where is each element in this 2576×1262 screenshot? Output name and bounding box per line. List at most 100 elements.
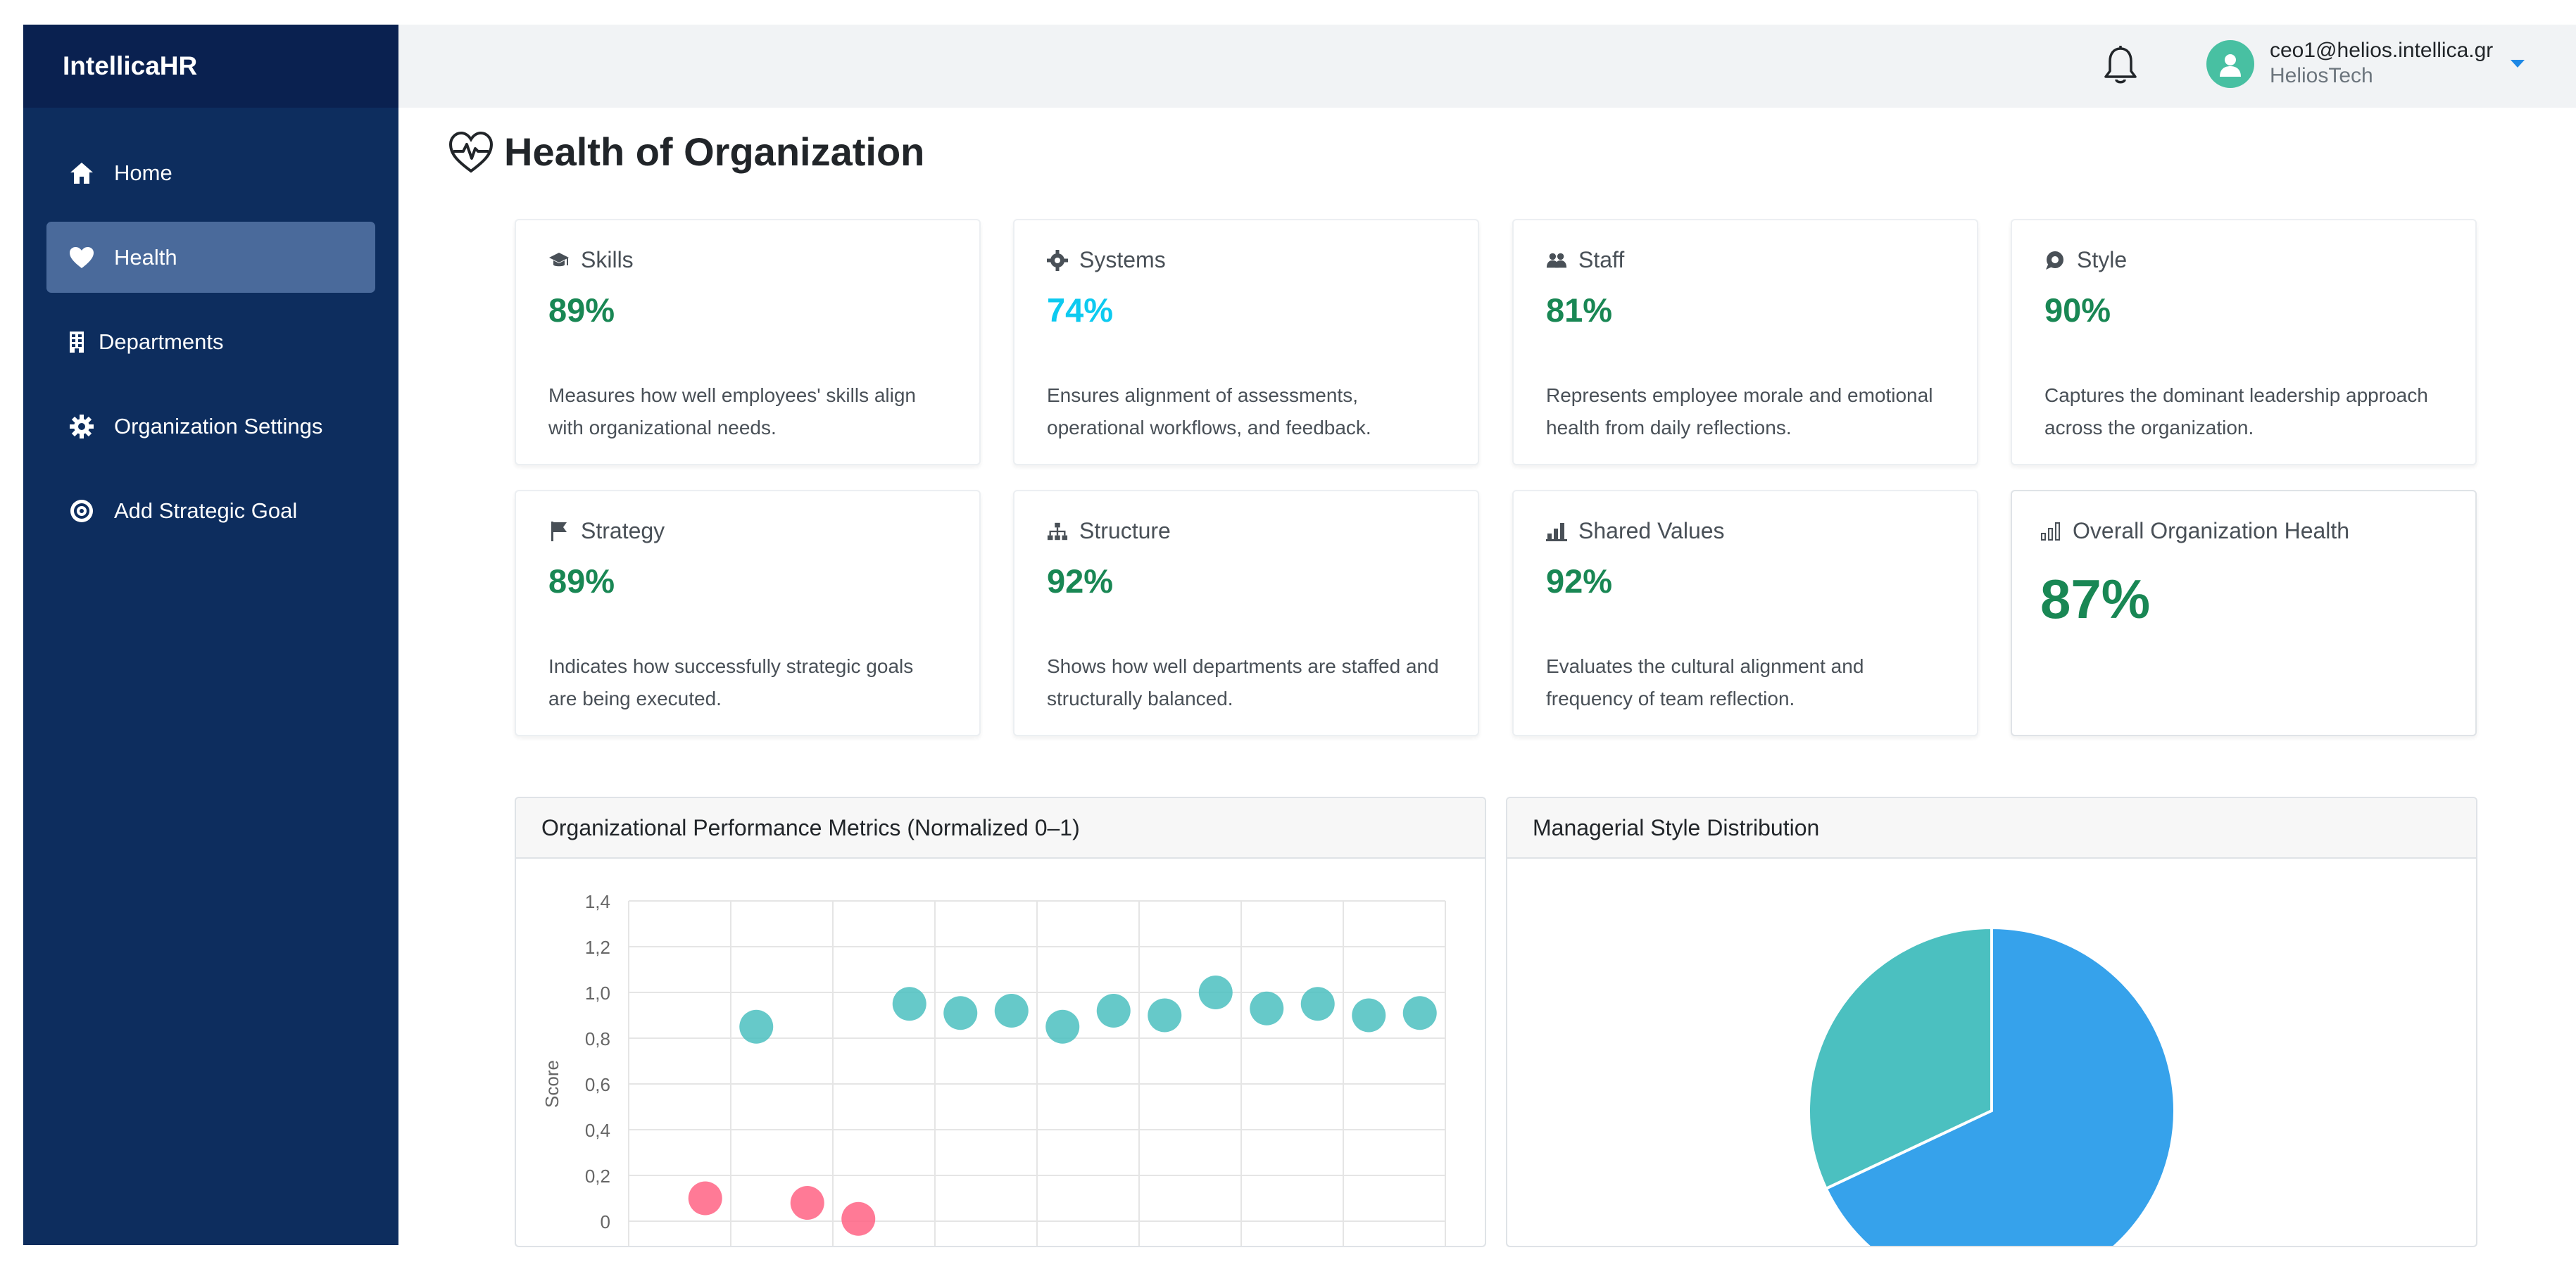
card-value: 89% — [548, 562, 615, 600]
y-tick-label: 1,0 — [585, 983, 610, 1004]
card-description: Measures how well employees' skills alig… — [548, 384, 917, 438]
scatter-point[interactable] — [943, 996, 978, 1030]
scatter-point[interactable] — [1300, 987, 1335, 1021]
sidebar: IntellicaHR Home Health Departments — [23, 25, 398, 1245]
scatter-point[interactable] — [892, 987, 926, 1021]
main-content: Health of Organization Skills 89% Measur… — [398, 108, 2576, 1247]
card-header: Structure — [1047, 518, 1171, 544]
card-value: 81% — [1546, 291, 1613, 329]
y-tick-label: 0,8 — [585, 1028, 610, 1049]
pie-slice[interactable] — [1824, 926, 2176, 1247]
comment-icon — [2044, 250, 2066, 271]
chevron-down-icon[interactable] — [2511, 60, 2525, 68]
sidebar-item-label: Departments — [99, 329, 224, 354]
card-title: Systems — [1079, 247, 1166, 272]
home-icon — [68, 159, 96, 187]
metric-card-systems: Systems 74% Ensures alignment of assessm… — [1013, 219, 1479, 465]
metric-card-staff: Staff 81% Represents employee morale and… — [1512, 219, 1978, 465]
user-icon — [2220, 54, 2241, 77]
card-description: Captures the dominant leadership approac… — [2044, 384, 2428, 438]
y-tick-label: 0 — [601, 1211, 610, 1232]
card-header: Style — [2044, 247, 2127, 273]
scatter-point[interactable] — [790, 1186, 824, 1220]
y-axis-label: Score — [541, 1060, 563, 1108]
brand-logo[interactable]: IntellicaHR — [23, 25, 398, 108]
y-tick-label: 1,2 — [585, 937, 610, 958]
scatter-point[interactable] — [739, 1009, 774, 1044]
topbar: ceo1@helios.intellica.gr HeliosTech — [398, 25, 2576, 109]
card-title: Structure — [1079, 518, 1171, 543]
sidebar-item-health[interactable]: Health — [46, 222, 375, 293]
card-description: Shows how well departments are staffed a… — [1047, 655, 1439, 709]
sidebar-item-label: Health — [114, 244, 177, 270]
sidebar-item-home[interactable]: Home — [46, 137, 375, 208]
scatter-point[interactable] — [994, 994, 1029, 1028]
sidebar-item-label: Organization Settings — [114, 413, 323, 438]
app-window: IntellicaHR Home Health Departments — [23, 25, 2576, 1247]
managerial-style-pie-chart — [1807, 926, 2176, 1247]
user-organization: HeliosTech — [2270, 64, 2373, 87]
gear-icon — [68, 412, 96, 441]
y-tick-label: 0,2 — [585, 1166, 610, 1187]
card-description: Indicates how successfully strategic goa… — [548, 655, 914, 709]
card-description: Evaluates the cultural alignment and fre… — [1546, 655, 1864, 709]
sidebar-item-label: Home — [114, 160, 172, 185]
card-header: Shared Values — [1546, 518, 1725, 544]
panel-title: Organizational Performance Metrics (Norm… — [516, 798, 1485, 859]
card-value: 90% — [2044, 291, 2111, 329]
y-tick-label: 0,4 — [585, 1120, 610, 1141]
card-title: Staff — [1578, 247, 1625, 272]
heart-icon — [68, 244, 96, 272]
cog-icon — [1047, 249, 1068, 271]
graduation-cap-icon — [548, 250, 570, 271]
card-header: Strategy — [548, 518, 665, 544]
sitemap-icon — [1047, 521, 1068, 542]
metric-card-style: Style 90% Captures the dominant leadersh… — [2011, 219, 2477, 465]
users-icon — [1546, 250, 1567, 271]
overall-health-value: 87% — [2040, 568, 2151, 630]
card-value: 92% — [1047, 562, 1114, 600]
card-title: Style — [2077, 247, 2128, 272]
card-description: Ensures alignment of assessments, operat… — [1047, 384, 1371, 438]
metric-card-overall-health: Overall Organization Health 87% — [2011, 490, 2477, 736]
scatter-point[interactable] — [1045, 1009, 1080, 1044]
scatter-point[interactable] — [1402, 996, 1437, 1030]
sidebar-item-departments[interactable]: Departments — [46, 306, 375, 377]
pie-slice[interactable] — [1807, 926, 1993, 1191]
metric-card-skills: Skills 89% Measures how well employees' … — [515, 219, 981, 465]
card-title: Shared Values — [1578, 518, 1725, 543]
card-header: Staff — [1546, 247, 1624, 273]
avatar[interactable] — [2206, 40, 2254, 88]
y-tick-label: 1,4 — [585, 891, 610, 912]
card-title: Strategy — [581, 518, 665, 543]
page-title-text: Health of Organization — [504, 130, 925, 174]
card-header: Systems — [1047, 247, 1166, 273]
sidebar-item-add-strategic-goal[interactable]: Add Strategic Goal — [46, 475, 375, 546]
performance-metrics-panel: Organizational Performance Metrics (Norm… — [515, 797, 1486, 1247]
performance-scatter-chart: 1,41,21,00,80,60,40,20-0,2Score — [541, 891, 1446, 1246]
bar-chart-outline-icon — [2040, 521, 2061, 542]
user-email[interactable]: ceo1@helios.intellica.gr — [2270, 39, 2494, 62]
scatter-point[interactable] — [1096, 994, 1131, 1028]
flag-icon — [548, 521, 570, 542]
building-icon — [68, 328, 86, 356]
scatter-point[interactable] — [841, 1201, 876, 1236]
sidebar-item-organization-settings[interactable]: Organization Settings — [46, 391, 375, 462]
scatter-point[interactable] — [1250, 991, 1284, 1026]
bell-icon[interactable] — [2101, 44, 2140, 87]
card-value: 89% — [548, 291, 615, 329]
scatter-point[interactable] — [1352, 998, 1386, 1033]
scatter-point[interactable] — [1198, 976, 1233, 1009]
scatter-point[interactable] — [1148, 998, 1182, 1033]
sidebar-item-label: Add Strategic Goal — [114, 498, 298, 523]
metric-card-strategy: Strategy 89% Indicates how successfully … — [515, 490, 981, 736]
card-value: 74% — [1047, 291, 1114, 329]
metric-card-shared-values: Shared Values 92% Evaluates the cultural… — [1512, 490, 1978, 736]
card-description: Represents employee morale and emotional… — [1546, 384, 1933, 438]
panel-title: Managerial Style Distribution — [1507, 798, 2476, 859]
scatter-point[interactable] — [688, 1181, 722, 1216]
card-header: Skills — [548, 247, 634, 273]
card-title: Overall Organization Health — [2073, 518, 2350, 543]
card-header: Overall Organization Health — [2040, 518, 2349, 544]
managerial-style-panel: Managerial Style Distribution — [1506, 797, 2477, 1247]
